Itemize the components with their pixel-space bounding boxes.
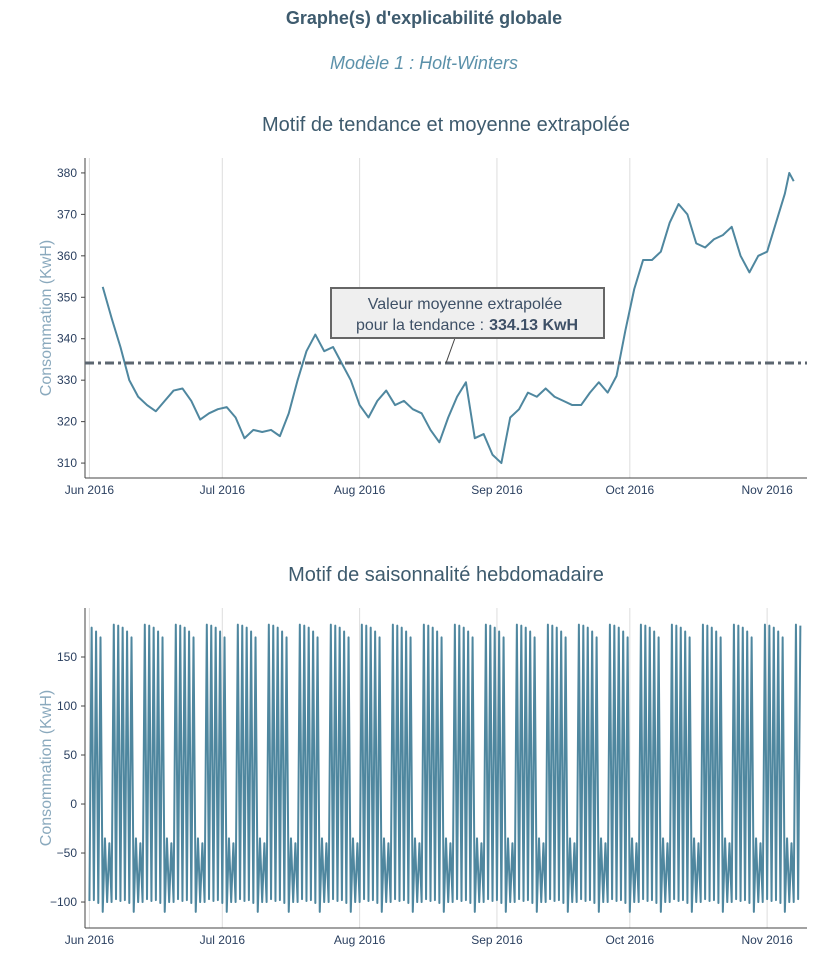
y-tick-label: 320 <box>57 415 77 429</box>
x-tick-label: Oct 2016 <box>605 483 654 497</box>
y-tick-label: 100 <box>57 699 77 713</box>
y-axis-title: Consommation (KwH) <box>38 240 55 396</box>
y-tick-label: 370 <box>57 207 77 221</box>
x-tick-label: Nov 2016 <box>741 483 793 497</box>
y-axis-title: Consommation (KwH) <box>38 690 55 846</box>
y-tick-label: 360 <box>57 249 77 263</box>
y-tick-label: 340 <box>57 332 77 346</box>
y-tick-label: −50 <box>57 846 78 860</box>
y-tick-label: 380 <box>57 166 77 180</box>
x-tick-label: Sep 2016 <box>471 933 523 947</box>
y-tick-label: 0 <box>70 797 77 811</box>
page-title: Graphe(s) d'explicabilité globale <box>286 8 562 28</box>
annotation-line: pour la tendance : 334.13 KwH <box>356 317 578 334</box>
x-tick-label: Jul 2016 <box>200 483 246 497</box>
x-tick-label: Jun 2016 <box>65 933 115 947</box>
y-tick-label: 350 <box>57 290 77 304</box>
x-tick-label: Jun 2016 <box>65 483 115 497</box>
chart-title: Motif de saisonnalité hebdomadaire <box>288 564 604 586</box>
annotation-value: 334.13 KwH <box>489 317 578 334</box>
x-tick-label: Oct 2016 <box>605 933 654 947</box>
x-tick-label: Nov 2016 <box>741 933 793 947</box>
x-tick-label: Jul 2016 <box>200 933 246 947</box>
y-tick-label: 50 <box>64 748 78 762</box>
y-tick-label: 310 <box>57 456 77 470</box>
annotation-box <box>330 287 605 339</box>
x-tick-label: Aug 2016 <box>334 933 386 947</box>
annotation-text: pour la tendance : <box>356 317 484 334</box>
y-tick-label: −100 <box>50 895 77 909</box>
page-subtitle: Modèle 1 : Holt-Winters <box>330 53 518 73</box>
chart-title: Motif de tendance et moyenne extrapolée <box>262 114 630 136</box>
series-line <box>101 171 795 465</box>
x-tick-label: Sep 2016 <box>471 483 523 497</box>
y-tick-label: 150 <box>57 650 77 664</box>
series-line <box>88 623 802 913</box>
annotation-line: Valeur moyenne extrapolée <box>368 296 563 313</box>
x-tick-label: Aug 2016 <box>334 483 386 497</box>
annotation-arrow <box>445 337 456 364</box>
y-tick-label: 330 <box>57 373 77 387</box>
